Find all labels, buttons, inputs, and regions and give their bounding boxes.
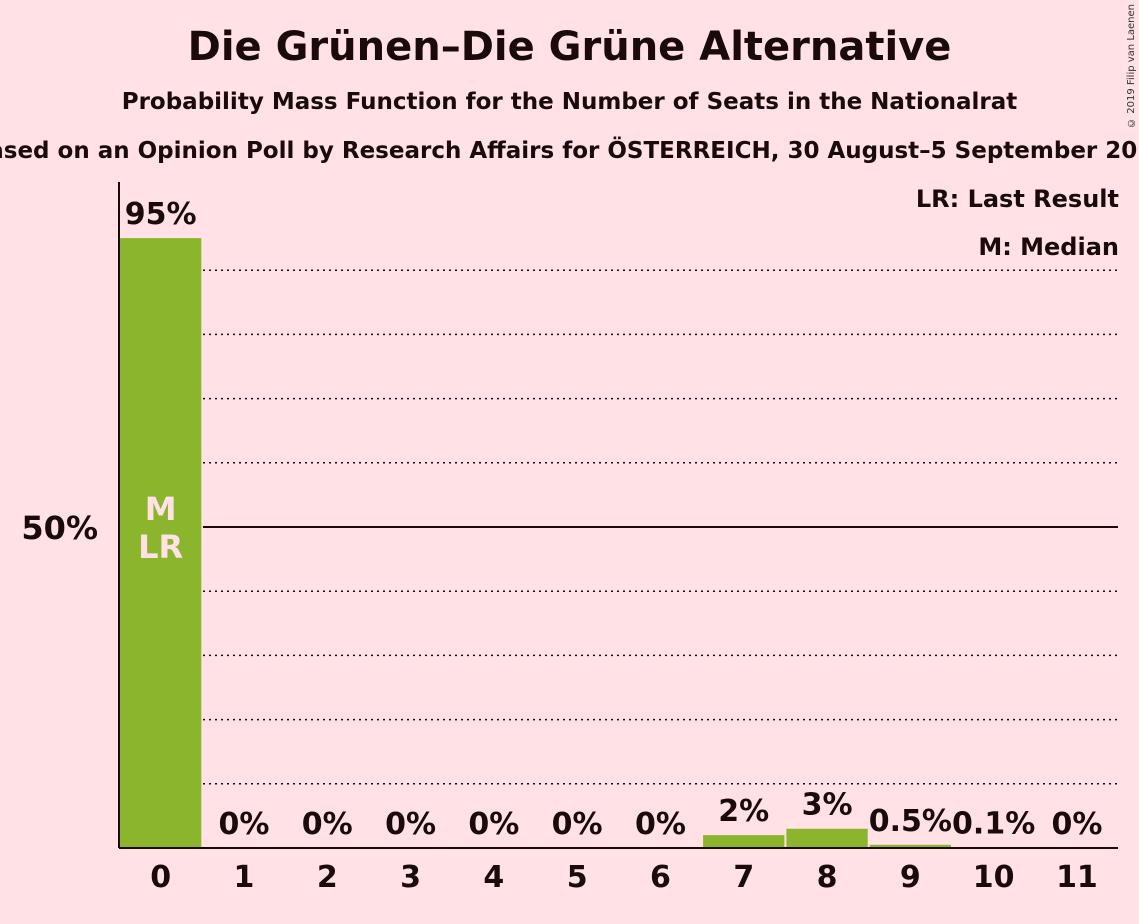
- x-tick-7: 7: [733, 860, 754, 895]
- chart-title: Die Grünen–Die Grüne Alternative: [187, 24, 952, 70]
- bar-9: [869, 844, 951, 848]
- x-tick-10: 10: [973, 860, 1015, 895]
- bar-7: [703, 835, 785, 848]
- x-tick-4: 4: [483, 860, 504, 895]
- x-tick-0: 0: [150, 860, 171, 895]
- data-label-10: 0.1%: [952, 806, 1035, 841]
- x-tick-2: 2: [317, 860, 338, 895]
- data-label-5: 0%: [552, 807, 603, 842]
- chart-subtitle: Probability Mass Function for the Number…: [121, 89, 1018, 115]
- x-tick-8: 8: [817, 860, 838, 895]
- bar-8: [786, 828, 868, 848]
- bar-marker-label: M: [145, 490, 177, 528]
- data-label-11: 0%: [1051, 807, 1102, 842]
- bar-marker-label: LR: [138, 528, 183, 566]
- bar-0: [120, 238, 202, 849]
- x-tick-9: 9: [900, 860, 921, 895]
- data-label-8: 3%: [802, 788, 853, 823]
- x-tick-6: 6: [650, 860, 671, 895]
- x-tick-3: 3: [400, 860, 421, 895]
- data-label-3: 0%: [385, 807, 436, 842]
- data-label-0: 95%: [125, 197, 197, 232]
- x-tick-1: 1: [234, 860, 255, 895]
- data-label-9: 0.5%: [869, 804, 952, 839]
- data-label-6: 0%: [635, 807, 686, 842]
- legend-last-result: LR: Last Result: [915, 185, 1119, 213]
- data-label-4: 0%: [468, 807, 519, 842]
- data-label-1: 0%: [218, 807, 269, 842]
- y-tick-label: 50%: [21, 509, 98, 547]
- chart-source: Based on an Opinion Poll by Research Aff…: [0, 138, 1139, 164]
- x-tick-11: 11: [1056, 860, 1098, 895]
- x-tick-5: 5: [567, 860, 588, 895]
- data-label-2: 0%: [302, 807, 353, 842]
- legend-median: M: Median: [978, 233, 1119, 261]
- data-label-7: 2%: [718, 794, 769, 829]
